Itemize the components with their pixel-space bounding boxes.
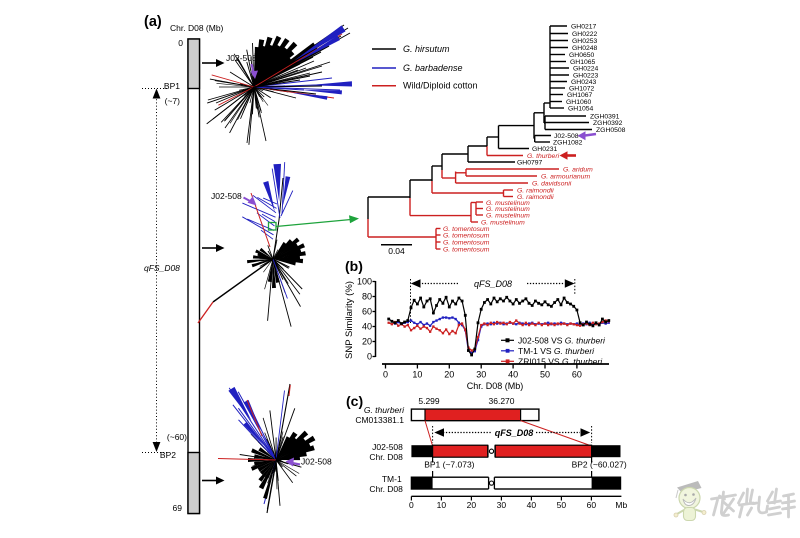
svg-text:BP2: BP2: [160, 450, 176, 460]
svg-text:SNP Similarity (%): SNP Similarity (%): [344, 281, 355, 359]
svg-text:20: 20: [444, 370, 454, 380]
svg-text:80: 80: [362, 292, 372, 302]
svg-text:GH1054: GH1054: [568, 105, 594, 112]
svg-text:(c): (c): [346, 393, 363, 409]
svg-text:40: 40: [527, 500, 537, 510]
svg-text:0.04: 0.04: [388, 246, 405, 256]
svg-text:TM-1: TM-1: [382, 474, 402, 484]
svg-text:60: 60: [587, 500, 597, 510]
svg-text:ZGH0508: ZGH0508: [596, 127, 626, 134]
svg-text:GH1067: GH1067: [567, 92, 593, 99]
svg-text:G. thurberi: G. thurberi: [527, 153, 560, 160]
svg-text:30: 30: [497, 500, 507, 510]
svg-text:GH0248: GH0248: [572, 45, 598, 52]
svg-text:GH0231: GH0231: [532, 146, 558, 153]
svg-text:40: 40: [508, 370, 518, 380]
svg-text:60: 60: [362, 307, 372, 317]
svg-text:GH0797: GH0797: [517, 159, 543, 166]
svg-text:J02-508: J02-508: [226, 53, 257, 63]
svg-text:J02-508: J02-508: [372, 442, 403, 452]
svg-text:GH0650: GH0650: [569, 52, 595, 59]
svg-text:0: 0: [367, 352, 372, 362]
svg-text:50: 50: [557, 500, 567, 510]
svg-text:Chr. D08 (Mb): Chr. D08 (Mb): [467, 381, 524, 391]
svg-text:GH0217: GH0217: [571, 23, 597, 30]
svg-text:G. tomentosum: G. tomentosum: [443, 239, 490, 246]
svg-text:G. thurberi: G. thurberi: [364, 405, 405, 415]
svg-text:CM013381.1: CM013381.1: [355, 415, 404, 425]
svg-text:qFS_D08: qFS_D08: [144, 263, 180, 273]
svg-text:ZRI015 VS G. thurberi: ZRI015 VS G. thurberi: [518, 356, 603, 366]
svg-text:Wild/Diploid cotton: Wild/Diploid cotton: [403, 81, 478, 91]
svg-text:(b): (b): [345, 258, 363, 274]
svg-text:60: 60: [572, 370, 582, 380]
svg-text:5.299: 5.299: [418, 396, 440, 406]
svg-text:J02-508: J02-508: [301, 457, 332, 467]
svg-text:50: 50: [540, 370, 550, 380]
svg-text:0: 0: [409, 500, 414, 510]
svg-text:0: 0: [178, 38, 183, 48]
svg-text:G. hirsutum: G. hirsutum: [403, 44, 450, 54]
svg-text:(a): (a): [144, 14, 162, 30]
svg-text:G. tomentosum: G. tomentosum: [443, 232, 490, 239]
svg-text:G. aridum: G. aridum: [563, 166, 593, 173]
svg-text:BP1: BP1: [164, 81, 180, 91]
svg-text:GH0224: GH0224: [573, 65, 599, 72]
svg-text:G. tomentosum: G. tomentosum: [443, 246, 490, 253]
svg-text:10: 10: [437, 500, 447, 510]
svg-text:20: 20: [467, 500, 477, 510]
svg-text:G. barbadense: G. barbadense: [403, 63, 463, 73]
svg-text:100: 100: [357, 277, 372, 287]
svg-text:10: 10: [412, 370, 422, 380]
svg-text:(~7): (~7): [165, 96, 181, 106]
svg-text:BP2 (~60.027): BP2 (~60.027): [572, 460, 627, 470]
svg-text:Chr. D08: Chr. D08: [369, 484, 403, 494]
svg-text:G. mustelinum: G. mustelinum: [486, 212, 530, 219]
svg-text:GH0222: GH0222: [572, 31, 598, 38]
svg-text:Chr. D08 (Mb): Chr. D08 (Mb): [170, 23, 224, 33]
svg-text:qFS_D08: qFS_D08: [474, 279, 512, 289]
svg-text:ZGH1082: ZGH1082: [553, 139, 583, 146]
svg-text:Chr. D08: Chr. D08: [369, 452, 403, 462]
svg-text:G. armourianum: G. armourianum: [541, 173, 590, 180]
svg-text:69: 69: [173, 503, 183, 513]
svg-text:0: 0: [383, 370, 388, 380]
svg-text:Mb: Mb: [615, 500, 627, 510]
svg-text:(~60): (~60): [167, 432, 187, 442]
svg-text:30: 30: [476, 370, 486, 380]
svg-text:40: 40: [362, 322, 372, 332]
svg-text:ZGH0392: ZGH0392: [593, 120, 623, 127]
svg-text:GH0253: GH0253: [572, 38, 598, 45]
svg-text:J02-508: J02-508: [211, 191, 242, 201]
svg-text:qFS_D08: qFS_D08: [495, 428, 534, 438]
svg-text:BP1 (~7.073): BP1 (~7.073): [424, 460, 474, 470]
svg-text:36.270: 36.270: [489, 396, 515, 406]
svg-text:J02-508 VS G. thurberi: J02-508 VS G. thurberi: [518, 335, 606, 345]
svg-text:20: 20: [362, 337, 372, 347]
svg-text:TM-1 VS G. thurberi: TM-1 VS G. thurberi: [518, 346, 595, 356]
svg-text:G. davidsonii: G. davidsonii: [532, 180, 572, 187]
